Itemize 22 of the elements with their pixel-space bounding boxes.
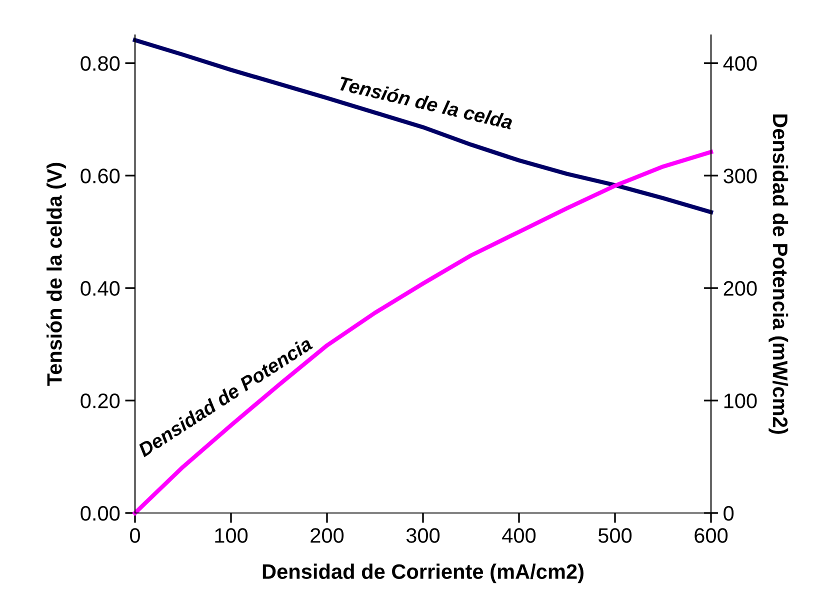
- x-tick-label: 200: [310, 528, 344, 543]
- y-tick-label: 0.00: [80, 506, 120, 521]
- y-tick-label: 0.80: [80, 56, 120, 71]
- x-tick-label: 400: [502, 528, 536, 543]
- x-tick-label: 0: [130, 528, 140, 543]
- y-tick-label: 0.60: [80, 168, 120, 184]
- x-axis-title: Densidad de Corriente (mA/cm2): [262, 564, 584, 584]
- x-tick-label: 600: [694, 528, 728, 543]
- y2-tick-label: 400: [723, 56, 757, 71]
- line-series: [132, 38, 714, 214]
- y2-tick-label: 0: [724, 506, 734, 521]
- y-axis-title: Tensión de la celda (V): [46, 162, 66, 386]
- y2-axis-title: Densidad de Potencia (mW/cm2): [768, 114, 788, 434]
- y2-tick-label: 300: [724, 168, 757, 184]
- y2-tick-label: 200: [724, 281, 757, 296]
- y-tick-label: 0.40: [80, 281, 120, 296]
- x-tick-label: 300: [406, 528, 440, 543]
- x-tick-label: 500: [598, 528, 632, 543]
- y-tick-label: 0.20: [80, 394, 120, 408]
- text: Tensión de la celda: [338, 76, 514, 130]
- x-tick-label: 100: [215, 528, 248, 543]
- y2-tick-label: 100: [724, 394, 757, 408]
